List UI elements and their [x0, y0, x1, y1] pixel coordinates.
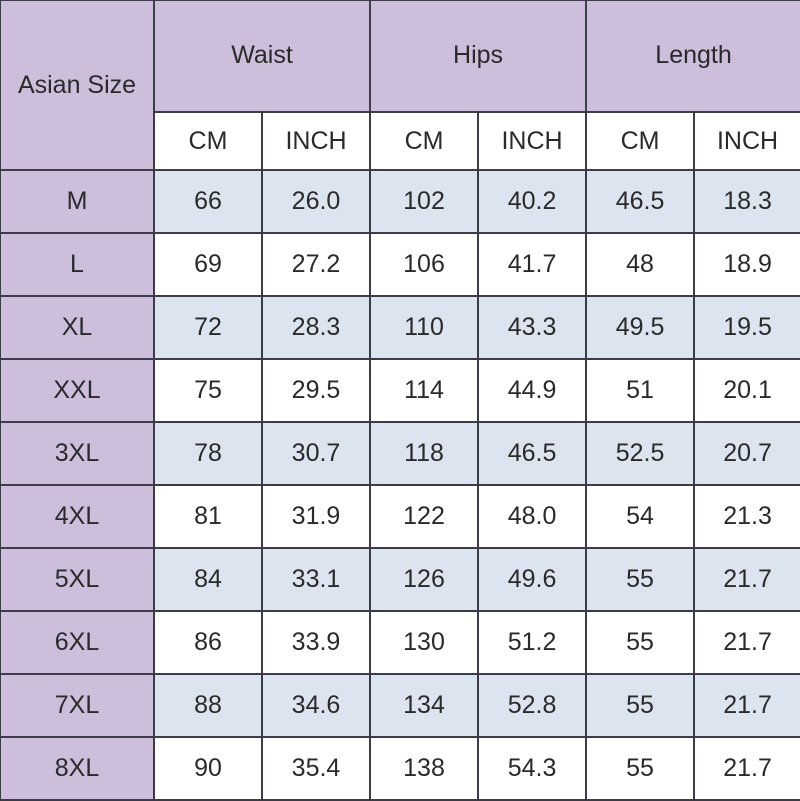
value-cell: 49.5 [585, 295, 696, 360]
unit-header: CM [369, 111, 480, 171]
table-row: 4XL 81 31.9 122 48.0 54 21.3 [0, 484, 800, 549]
value-cell: 48.0 [477, 484, 588, 549]
value-cell: 34.6 [260, 673, 372, 738]
unit-header: INCH [693, 111, 800, 171]
value-cell: 33.1 [260, 547, 372, 612]
value-cell: 46.5 [477, 421, 588, 486]
value-cell: 55 [585, 673, 696, 738]
value-cell: 21.7 [693, 610, 800, 675]
value-cell: 84 [153, 547, 263, 612]
size-cell: XXL [0, 358, 155, 423]
value-cell: 130 [369, 610, 480, 675]
value-cell: 55 [585, 736, 696, 801]
value-cell: 78 [153, 421, 263, 486]
value-cell: 18.9 [693, 232, 800, 297]
value-cell: 21.7 [693, 736, 800, 801]
unit-header: INCH [477, 111, 588, 171]
unit-header: CM [153, 111, 263, 171]
table-row: XL 72 28.3 110 43.3 49.5 19.5 [0, 295, 800, 360]
size-cell: M [0, 169, 155, 234]
value-cell: 90 [153, 736, 263, 801]
value-cell: 51.2 [477, 610, 588, 675]
size-cell: 6XL [0, 610, 155, 675]
value-cell: 86 [153, 610, 263, 675]
size-cell: 8XL [0, 736, 155, 801]
waist-header: Waist [152, 0, 372, 113]
value-cell: 54 [585, 484, 696, 549]
value-cell: 44.9 [477, 358, 588, 423]
header-row-units: CM INCH CM INCH CM INCH [0, 111, 800, 171]
hips-header: Hips [369, 0, 588, 113]
value-cell: 52.8 [477, 673, 588, 738]
table-row: L 69 27.2 106 41.7 48 18.9 [0, 232, 800, 297]
header-row-groups: Asian Size Waist Hips Length [0, 0, 800, 171]
table-row: 7XL 88 34.6 134 52.8 55 21.7 [0, 673, 800, 738]
value-cell: 69 [153, 232, 263, 297]
table-row: XXL 75 29.5 114 44.9 51 20.1 [0, 358, 800, 423]
table-row: 6XL 86 33.9 130 51.2 55 21.7 [0, 610, 800, 675]
value-cell: 21.3 [693, 484, 800, 549]
value-cell: 46.5 [585, 169, 696, 234]
table-row: 8XL 90 35.4 138 54.3 55 21.7 [0, 736, 800, 801]
size-cell: 3XL [0, 421, 155, 486]
length-header: Length [585, 0, 800, 113]
value-cell: 43.3 [477, 295, 588, 360]
value-cell: 106 [369, 232, 480, 297]
value-cell: 28.3 [260, 295, 372, 360]
value-cell: 102 [369, 169, 480, 234]
value-cell: 21.7 [693, 547, 800, 612]
value-cell: 122 [369, 484, 480, 549]
value-cell: 27.2 [260, 232, 372, 297]
value-cell: 54.3 [477, 736, 588, 801]
unit-header: INCH [260, 111, 372, 171]
value-cell: 134 [369, 673, 480, 738]
size-cell: 5XL [0, 547, 155, 612]
table-row: M 66 26.0 102 40.2 46.5 18.3 [0, 169, 800, 234]
unit-header: CM [585, 111, 696, 171]
value-cell: 49.6 [477, 547, 588, 612]
value-cell: 40.2 [477, 169, 588, 234]
value-cell: 72 [153, 295, 263, 360]
size-cell: XL [0, 295, 155, 360]
size-cell: 7XL [0, 673, 155, 738]
value-cell: 118 [369, 421, 480, 486]
table-row: 5XL 84 33.1 126 49.6 55 21.7 [0, 547, 800, 612]
value-cell: 138 [369, 736, 480, 801]
value-cell: 110 [369, 295, 480, 360]
value-cell: 114 [369, 358, 480, 423]
asian-size-header: Asian Size [0, 0, 155, 171]
value-cell: 35.4 [260, 736, 372, 801]
value-cell: 19.5 [693, 295, 800, 360]
value-cell: 126 [369, 547, 480, 612]
size-cell: L [0, 232, 155, 297]
value-cell: 29.5 [260, 358, 372, 423]
value-cell: 51 [585, 358, 696, 423]
value-cell: 66 [153, 169, 263, 234]
value-cell: 30.7 [260, 421, 372, 486]
value-cell: 31.9 [260, 484, 372, 549]
value-cell: 52.5 [585, 421, 696, 486]
value-cell: 33.9 [260, 610, 372, 675]
size-cell: 4XL [0, 484, 155, 549]
value-cell: 55 [585, 547, 696, 612]
value-cell: 88 [153, 673, 263, 738]
value-cell: 75 [153, 358, 263, 423]
value-cell: 41.7 [477, 232, 588, 297]
value-cell: 48 [585, 232, 696, 297]
value-cell: 21.7 [693, 673, 800, 738]
value-cell: 18.3 [693, 169, 800, 234]
value-cell: 81 [153, 484, 263, 549]
table-row: 3XL 78 30.7 118 46.5 52.5 20.7 [0, 421, 800, 486]
value-cell: 20.7 [693, 421, 800, 486]
value-cell: 26.0 [260, 169, 372, 234]
value-cell: 55 [585, 610, 696, 675]
value-cell: 20.1 [693, 358, 800, 423]
